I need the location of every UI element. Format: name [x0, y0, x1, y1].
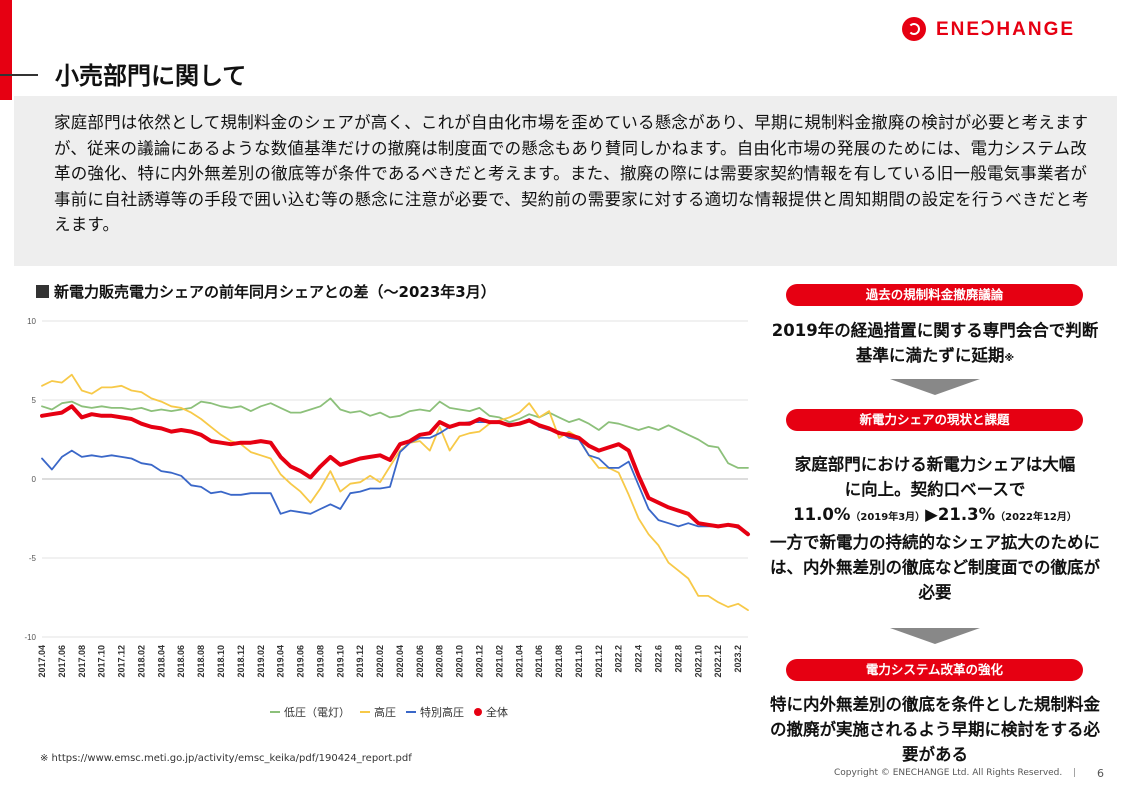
section2-line1: 家庭部門における新電力シェアは大幅: [794, 455, 1076, 474]
legend-label: 特別高圧: [420, 706, 464, 719]
legend-item: 特別高圧: [406, 704, 464, 720]
x-tick-label: 2021.08: [554, 645, 564, 678]
square-bullet-icon: [36, 285, 49, 298]
x-tick-label: 2017.06: [57, 645, 67, 678]
section-text-share-status: 家庭部門における新電力シェアは大幅 に向上。契約口ベースで 11.0%（2019…: [770, 452, 1100, 605]
section-label-share-status: 新電力シェアの現状と課題: [786, 409, 1083, 431]
x-tick-label: 2022.2: [614, 645, 624, 673]
section-text-reform: 特に内外無差別の徹底を条件とした規制料金の撤廃が実施されるよう早期に検討をする必…: [770, 695, 1100, 764]
x-tick-label: 2020.04: [395, 645, 405, 678]
legend-swatch: [474, 708, 482, 716]
x-tick-label: 2021.12: [594, 645, 604, 678]
legend-item: 高圧: [360, 704, 396, 720]
share-2022: 21.3%: [937, 505, 996, 524]
x-tick-label: 2022.10: [693, 645, 703, 678]
x-tick-label: 2020.08: [435, 645, 445, 678]
down-arrow-icon: [890, 379, 980, 395]
x-tick-label: 2019.06: [296, 645, 306, 678]
legend-label: 高圧: [374, 706, 396, 719]
accent-bar: [0, 0, 12, 100]
x-tick-label: 2019.04: [276, 645, 286, 678]
summary-text: 家庭部門は依然として規制料金のシェアが高く、これが自由化市場を歪めている懸念があ…: [54, 113, 1089, 234]
legend-swatch: [360, 711, 370, 713]
footer-separator: |: [1073, 768, 1077, 778]
chart-title: 新電力販売電力シェアの前年同月シェアとの差（～2023年3月）: [36, 281, 496, 302]
logo-text: ENEↃHANGE: [936, 18, 1076, 40]
down-arrow-icon: [890, 628, 980, 644]
x-tick-label: 2018.08: [196, 645, 206, 678]
page-title: 小売部門に関して: [55, 62, 247, 90]
enechange-logo: ENEↃHANGE: [902, 14, 1075, 44]
x-tick-label: 2022.12: [713, 645, 723, 678]
title-rule: [0, 74, 38, 76]
section2-values: 11.0%（2019年3月）▶21.3%（2022年12月）: [770, 502, 1100, 530]
y-tick-label: -10: [24, 633, 36, 642]
x-tick-label: 2022.6: [654, 645, 664, 673]
source-note: ※ https://www.emsc.meti.go.jp/activity/e…: [40, 753, 412, 764]
x-tick-label: 2018.02: [136, 645, 146, 678]
x-tick-label: 2022.8: [673, 645, 683, 673]
page-number: 6: [1097, 767, 1104, 780]
series-line: [40, 404, 750, 537]
legend-label: 低圧（電灯）: [284, 706, 350, 719]
share-2022-date: （2022年12月）: [995, 512, 1077, 523]
y-tick-label: -5: [29, 554, 37, 563]
x-tick-label: 2020.02: [375, 645, 385, 678]
series-line: [41, 373, 749, 612]
legend-swatch: [406, 711, 416, 713]
chart-legend: 低圧（電灯） 高圧 特別高圧 全体: [270, 704, 508, 720]
summary-box: 家庭部門は依然として規制料金のシェアが高く、これが自由化市場を歪めている懸念があ…: [14, 96, 1117, 266]
x-tick-label: 2018.12: [236, 645, 246, 678]
copyright: Copyright © ENECHANGE Ltd. All Rights Re…: [834, 768, 1063, 778]
x-tick-label: 2017.08: [77, 645, 87, 678]
section1-note-mark: ※: [1004, 353, 1015, 364]
legend-item: 低圧（電灯）: [270, 704, 350, 720]
x-tick-label: 2017.04: [37, 645, 47, 678]
legend-swatch: [270, 711, 280, 713]
section-label-reform: 電力システム改革の強化: [786, 659, 1083, 681]
x-tick-label: 2017.10: [97, 645, 107, 678]
x-tick-label: 2019.08: [315, 645, 325, 678]
series-line: [41, 418, 749, 534]
x-tick-label: 2023.2: [733, 645, 743, 673]
x-tick-label: 2018.10: [216, 645, 226, 678]
section-text-past-debate: 2019年の経過措置に関する専門会合で判断基準に満たずに延期※: [770, 318, 1100, 371]
x-tick-label: 2019.02: [256, 645, 266, 678]
x-tick-label: 2021.02: [494, 645, 504, 678]
x-tick-label: 2022.4: [634, 645, 644, 673]
x-tick-label: 2018.04: [156, 645, 166, 678]
triangle-right-icon: ▶: [925, 505, 938, 524]
x-tick-label: 2020.06: [415, 645, 425, 678]
share-2019: 11.0%: [793, 505, 851, 524]
x-tick-label: 2021.06: [534, 645, 544, 678]
x-tick-label: 2020.12: [475, 645, 485, 678]
x-tick-label: 2019.10: [335, 645, 345, 678]
series-line: [41, 397, 749, 469]
section1-text: 2019年の経過措置に関する専門会合で判断基準に満たずに延期: [771, 321, 1099, 365]
x-tick-label: 2020.10: [455, 645, 465, 678]
legend-item: 全体: [474, 704, 508, 720]
section2-line2: に向上。契約口ベースで: [844, 480, 1026, 499]
share-2019-date: （2019年3月）: [850, 512, 926, 523]
x-tick-label: 2021.04: [514, 645, 524, 678]
y-tick-label: 0: [32, 475, 37, 484]
x-tick-label: 2018.06: [176, 645, 186, 678]
x-tick-label: 2019.12: [355, 645, 365, 678]
x-tick-label: 2021.10: [574, 645, 584, 678]
y-tick-label: 10: [27, 317, 36, 326]
section-label-past-debate: 過去の規制料金撤廃議論: [786, 284, 1083, 306]
logo-icon: [902, 17, 926, 41]
section2-line4: 一方で新電力の持続的なシェア拡大のためには、内外無差別の徹底など制度面での徹底が…: [770, 533, 1100, 602]
x-tick-label: 2017.12: [117, 645, 127, 678]
legend-label: 全体: [486, 706, 508, 719]
chart-title-text: 新電力販売電力シェアの前年同月シェアとの差（～2023年3月）: [54, 283, 496, 301]
y-tick-label: 5: [32, 396, 37, 405]
